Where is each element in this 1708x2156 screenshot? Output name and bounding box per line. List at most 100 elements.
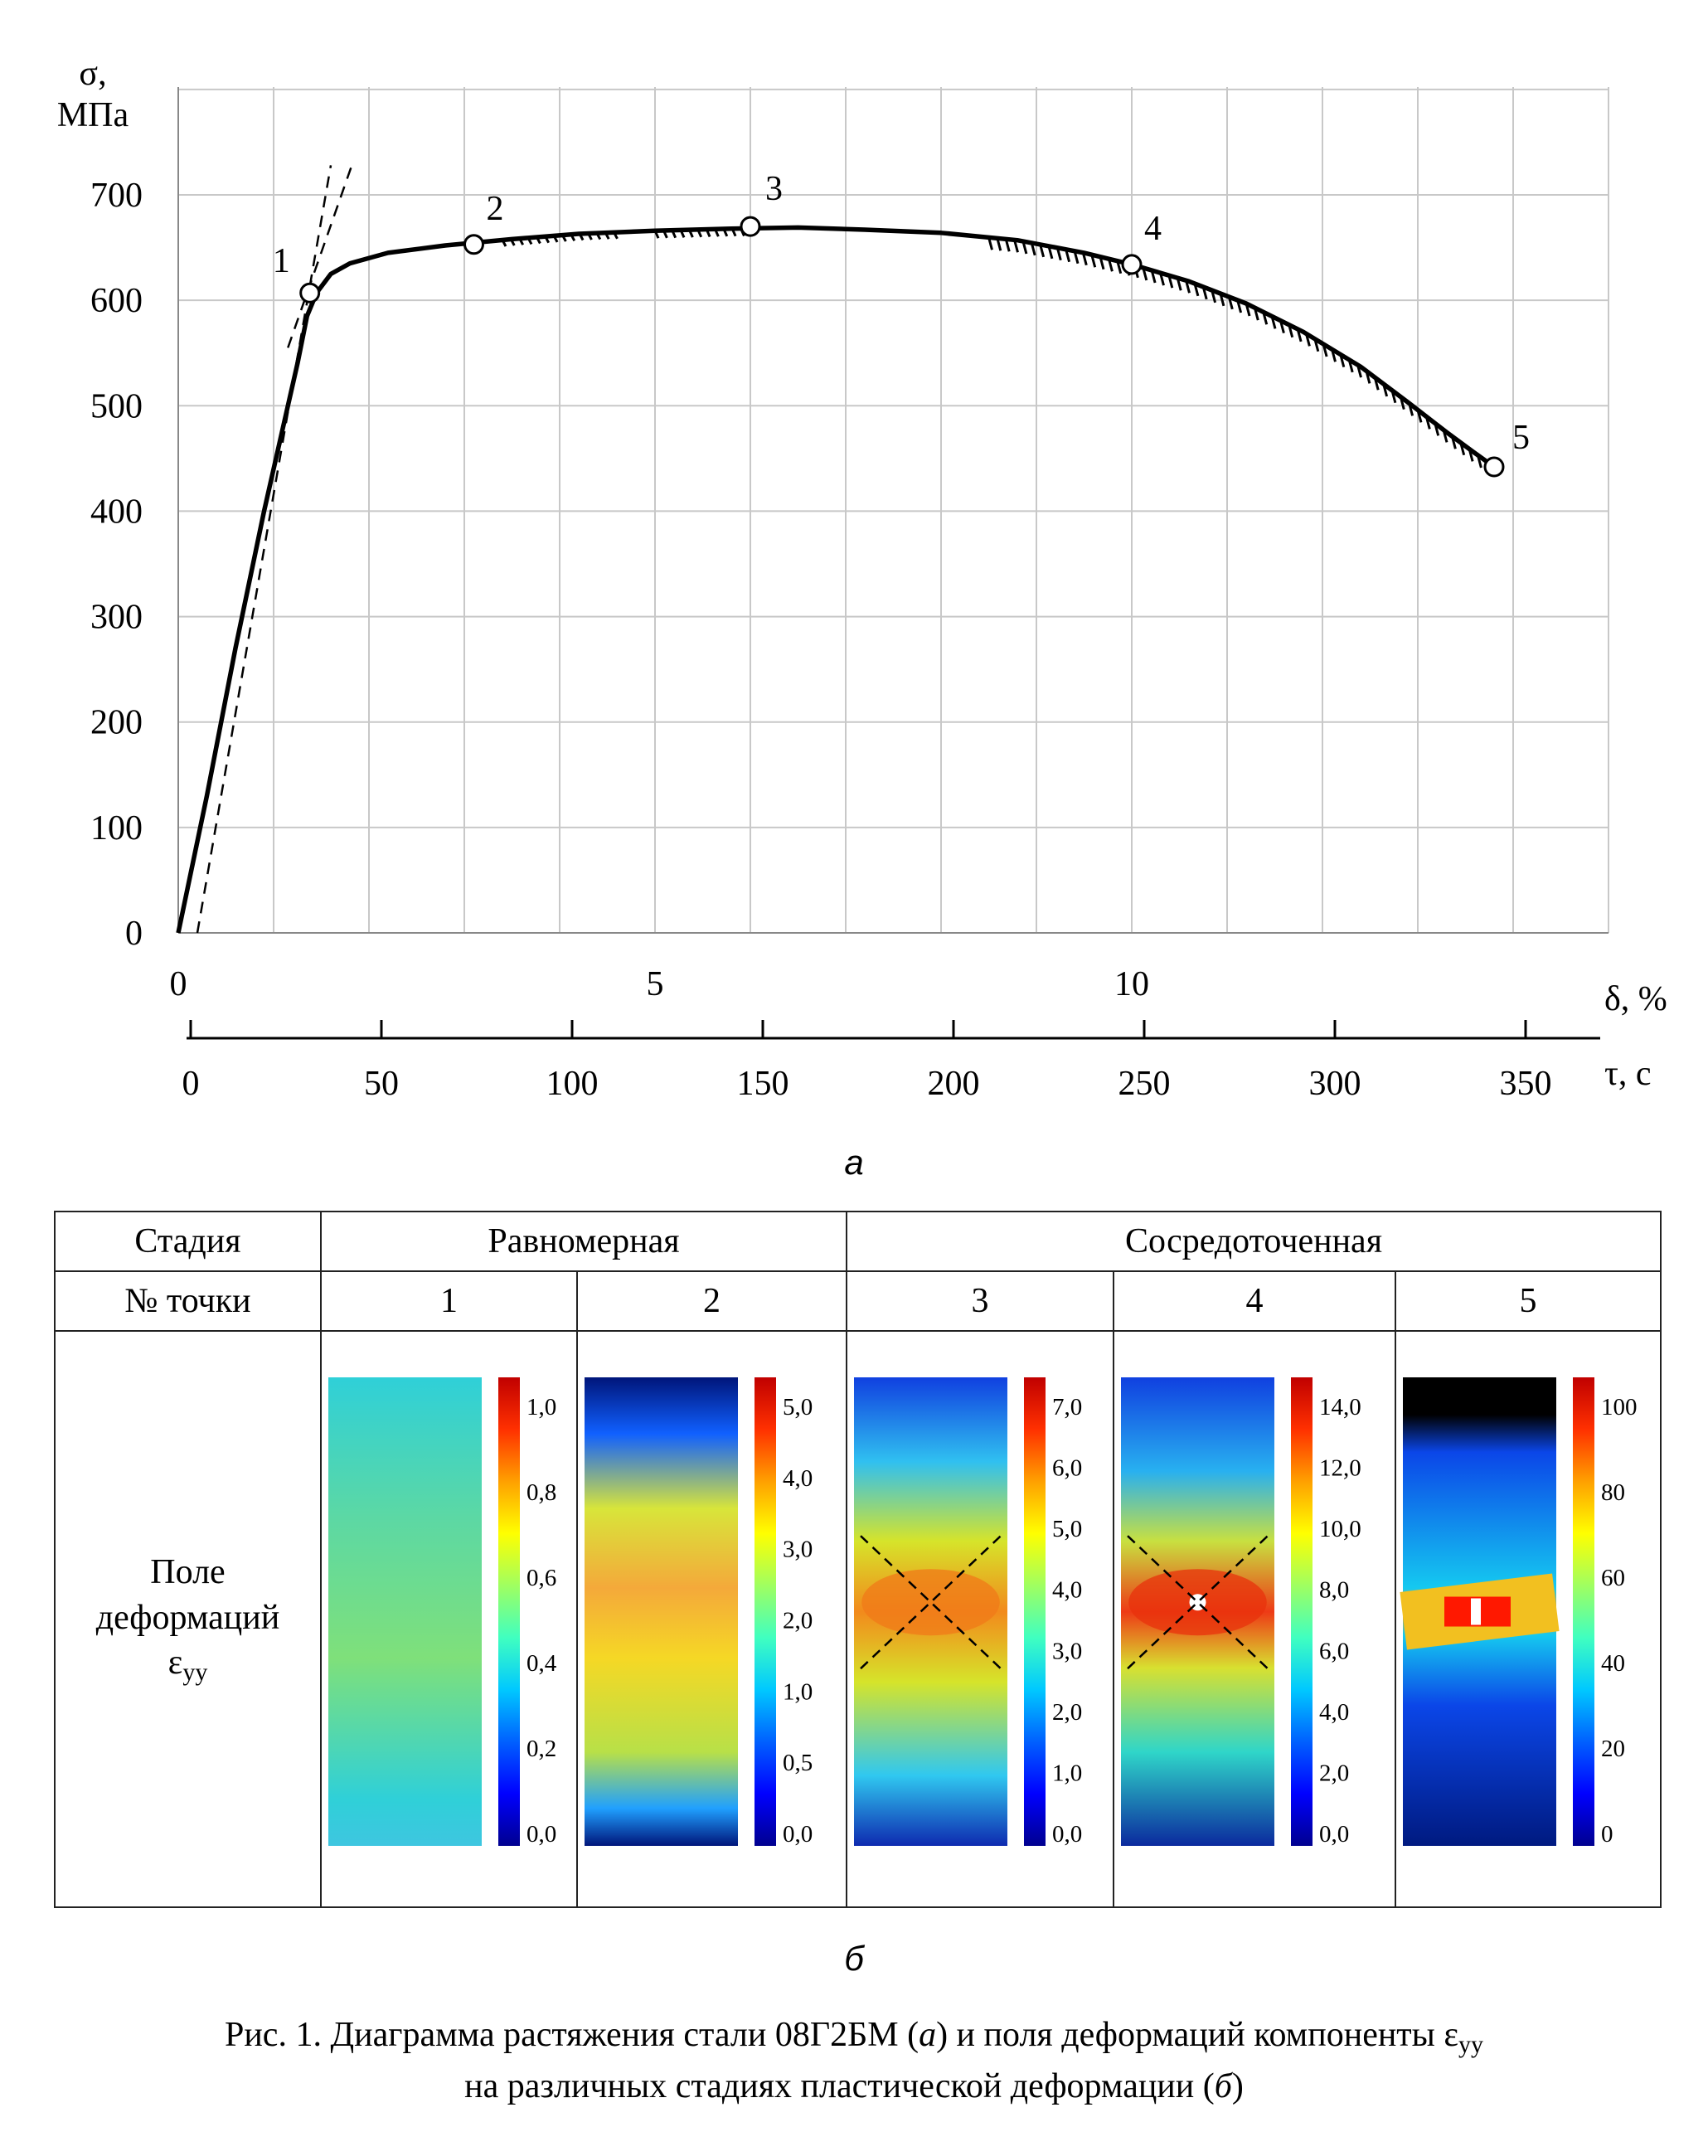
color-scale-bar (1573, 1377, 1595, 1846)
scale-label: 2,0 (783, 1608, 813, 1634)
y-tick-label: 100 (90, 809, 143, 847)
point-marker-2 (463, 234, 484, 255)
field-map-4: 14,0 12,0 10,0 8,0 6,0 4,0 2,0 0,0 (1121, 1377, 1361, 1848)
color-scale-bar (1291, 1377, 1313, 1846)
scale-label: 0,8 (526, 1479, 556, 1506)
point-marker-4 (1121, 254, 1143, 275)
point-number: 4 (1113, 1270, 1397, 1332)
y-tick-label: 400 (90, 493, 143, 531)
scale-label: 6,0 (1052, 1455, 1082, 1482)
field-map-2: 5,0 4,0 3,0 2,0 1,0 0,5 0,0 (585, 1377, 813, 1848)
scale-label: 8,0 (1319, 1577, 1349, 1604)
scale-label: 4,0 (1052, 1577, 1082, 1604)
x-tick-label: 10 (1114, 965, 1149, 1003)
x2-tick-label: 100 (546, 1065, 599, 1103)
chart-points: 1 2 3 4 5 (273, 170, 1530, 478)
point-header: № точки (54, 1270, 322, 1332)
point-marker-5 (1483, 456, 1505, 478)
chart-grid (178, 87, 1609, 933)
point-number: 5 (1395, 1270, 1662, 1332)
x-tick-label: 0 (170, 965, 187, 1003)
x2-tick-label: 250 (1118, 1065, 1171, 1103)
panel-a-label: а (844, 1143, 864, 1182)
stress-strain-curve (176, 225, 1496, 934)
scale-label: 0,0 (526, 1821, 556, 1848)
field-label-sub: yy (182, 1658, 208, 1687)
offset-dashed-line (287, 164, 353, 348)
scale-label: 0 (1601, 1821, 1613, 1848)
scale-label: 0,2 (526, 1736, 556, 1762)
field-label-line2: деформаций (95, 1598, 280, 1637)
deformation-fields-table: Стадия Равномерная Сосредоточенная № точ… (54, 1211, 1662, 1908)
point-number: 3 (846, 1270, 1115, 1332)
scale-label: 5,0 (1052, 1516, 1082, 1542)
point-label-5: 5 (1512, 419, 1530, 457)
point-label-3: 3 (765, 170, 783, 208)
scale-label: 6,0 (1319, 1638, 1349, 1664)
x-axis-label: δ, % (1604, 980, 1667, 1018)
x2-tick-label: 200 (928, 1065, 980, 1103)
x2-tick-label: 350 (1500, 1065, 1552, 1103)
point-label-4: 4 (1144, 210, 1162, 248)
x2-tick-label: 150 (737, 1065, 789, 1103)
field-row-header: Поле деформаций εyy (54, 1330, 322, 1908)
y-axis-label-line1: σ, (79, 55, 106, 93)
scale-label: 2,0 (1052, 1699, 1082, 1726)
figure-caption: Рис. 1. Диаграмма растяжения стали 08Г2Б… (0, 2011, 1708, 2111)
field-cell-2: 5,0 4,0 3,0 2,0 1,0 0,5 0,0 (575, 1330, 848, 1908)
color-scale-bar (755, 1377, 776, 1846)
scale-label: 40 (1601, 1650, 1625, 1677)
y-tick-label: 700 (90, 177, 143, 215)
x-tick-label: 5 (647, 965, 664, 1003)
scale-label: 7,0 (1052, 1394, 1082, 1420)
field-map-3: 7,0 6,0 5,0 4,0 3,0 2,0 1,0 0,0 (854, 1377, 1082, 1848)
field-cell-5: 100 80 60 40 20 0 (1395, 1330, 1662, 1908)
point-label-1: 1 (273, 242, 290, 280)
field-map-image (328, 1377, 482, 1846)
scale-label: 2,0 (1319, 1760, 1349, 1786)
scale-label: 3,0 (783, 1537, 813, 1563)
y-tick-label: 500 (90, 387, 143, 425)
scale-label: 80 (1601, 1479, 1625, 1506)
x2-tick-label: 50 (364, 1065, 399, 1103)
field-map-5: 100 80 60 40 20 0 (1400, 1377, 1638, 1848)
y-tick-label: 600 (90, 282, 143, 320)
scale-label: 0,0 (783, 1821, 813, 1848)
scale-label: 12,0 (1319, 1455, 1361, 1482)
y-tick-label: 200 (90, 704, 143, 742)
stage-uniform: Равномерная (319, 1211, 848, 1272)
field-map-image (585, 1377, 738, 1846)
scale-label: 4,0 (783, 1465, 813, 1492)
x2-tick-label: 300 (1309, 1065, 1361, 1103)
serration-marks (501, 227, 1482, 469)
point-number: 2 (575, 1270, 848, 1332)
caption-line2: на различных стадиях пластической деформ… (464, 2067, 1244, 2105)
scale-label: 0,5 (783, 1750, 813, 1776)
scale-label: 10,0 (1319, 1516, 1361, 1542)
scale-label: 0,0 (1319, 1821, 1349, 1848)
scale-label: 3,0 (1052, 1638, 1082, 1664)
scale-label: 60 (1601, 1565, 1625, 1591)
color-scale-bar (1024, 1377, 1046, 1846)
y-tick-label: 300 (90, 599, 143, 637)
y-axis-label-line2: МПа (57, 96, 129, 134)
chart-curve (176, 164, 1496, 934)
field-cell-1: 1,0 0,8 0,6 0,4 0,2 0,0 (320, 1330, 578, 1908)
field-map-1: 1,0 0,8 0,6 0,4 0,2 0,0 (328, 1377, 557, 1848)
field-label-symbol: ε (167, 1644, 183, 1683)
scale-label: 1,0 (783, 1678, 813, 1705)
y-tick-label: 0 (125, 915, 143, 953)
scale-label: 0,6 (526, 1565, 556, 1591)
offset-dashed-line (196, 165, 332, 934)
caption-line1: Рис. 1. Диаграмма растяжения стали 08Г2Б… (224, 2016, 1484, 2058)
field-neck-crack (1471, 1598, 1482, 1625)
field-label-symbol-line: εyy (56, 1640, 320, 1688)
field-hot-zone (861, 1569, 1000, 1636)
panel-b-label: б (844, 1939, 864, 1978)
scale-label: 20 (1601, 1736, 1625, 1762)
x2-tick-label: 0 (182, 1065, 200, 1103)
point-marker-3 (740, 216, 761, 237)
color-scale-bar (498, 1377, 520, 1846)
